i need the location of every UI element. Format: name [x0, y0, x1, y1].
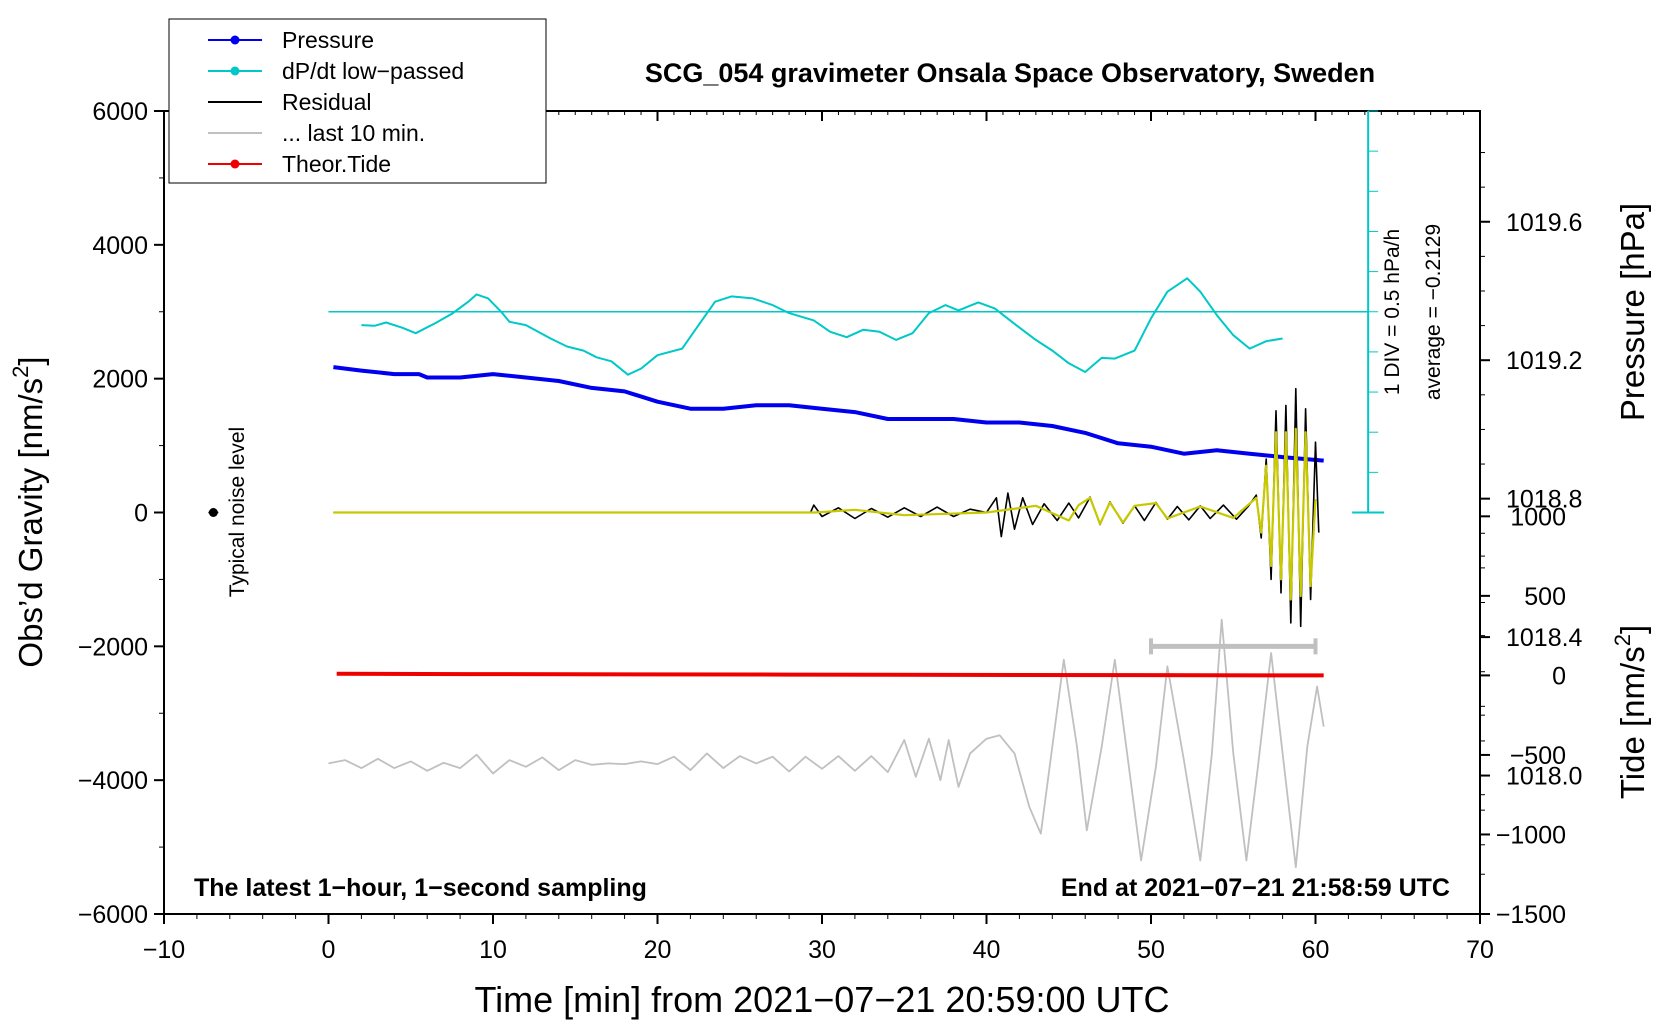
noise-level-dot: [208, 508, 218, 517]
x-tick-label: 70: [1466, 936, 1494, 964]
x-axis: −10 0 10 20 30 40 50 60 70: [143, 111, 1494, 964]
tide-axis: −1500 −1000 −500 0 500 1000: [1480, 503, 1566, 929]
x-tick-label: 0: [322, 936, 336, 964]
series-dp-dt-low-passed: [361, 277, 1283, 376]
x-tick-label: −10: [143, 936, 185, 964]
tide-axis-label: Tide [nm/s2]: [1610, 625, 1651, 799]
tide-tick-label: −1000: [1496, 821, 1566, 849]
pressure-tick-label: 1018.4: [1506, 624, 1583, 652]
x-tick-label: 10: [479, 936, 507, 964]
legend: Pressure dP/dt low−passed Residual ... last…: [168, 18, 547, 184]
gravity-tick-label: 4000: [92, 232, 148, 260]
noise-level-label: Typical noise level: [226, 427, 249, 597]
pressure-tick-label: 1019.6: [1506, 209, 1582, 237]
gravity-axis: −6000 −4000 −2000 0 2000 4000 6000: [78, 98, 164, 929]
pressure-axis: 1018.0 1018.4 1018.8 1019.2 1019.6: [1480, 152, 1583, 846]
gravity-tick-label: 6000: [92, 98, 148, 126]
legend-label: ... last 10 min.: [282, 120, 425, 146]
x-tick-label: 50: [1137, 936, 1165, 964]
pressure-tick-label: 1018.0: [1506, 763, 1582, 791]
tide-tick-label: 500: [1524, 583, 1566, 611]
tide-axis-label-main: Tide [nm/s: [1614, 646, 1651, 799]
marks-layer: [208, 508, 1318, 655]
series-last-10-min: [328, 618, 1325, 869]
series-theor-tide: [336, 671, 1324, 678]
legend-label: Theor.Tide: [282, 151, 391, 177]
series-layer: [328, 277, 1369, 869]
x-tick-label: 40: [973, 936, 1001, 964]
pressure-axis-label: Pressure [hPa]: [1614, 203, 1651, 421]
legend-marker: [230, 35, 240, 45]
legend-marker: [230, 159, 240, 169]
x-axis-label: Time [min] from 2021−07−21 20:59:00 UTC: [474, 979, 1169, 1020]
gravity-tick-label: −6000: [78, 901, 148, 929]
pressure-tick-label: 1018.8: [1506, 486, 1582, 514]
tide-axis-label-end: ]: [1614, 625, 1651, 634]
chart-title: SCG_054 gravimeter Onsala Space Observat…: [645, 58, 1375, 88]
tide-tick-label: −1500: [1496, 901, 1566, 929]
end-time-note: End at 2021−07−21 21:58:59 UTC: [1061, 874, 1450, 902]
series-filtered-yellow: [333, 427, 1317, 601]
x-tick-label: 60: [1302, 936, 1330, 964]
legend-marker: [230, 66, 240, 76]
sampling-note: The latest 1−hour, 1−second sampling: [194, 874, 647, 902]
tide-axis-label-sup: 2: [1610, 634, 1635, 646]
gravity-axis-label-main: Obs’d Gravity [nm/s: [12, 378, 49, 668]
gravity-tick-label: −4000: [78, 767, 148, 795]
series-pressure: [333, 365, 1324, 463]
legend-label: dP/dt low−passed: [282, 58, 464, 84]
tide-tick-label: −500: [1510, 742, 1566, 770]
gravity-axis-label-end: ]: [12, 356, 49, 365]
gravity-axis-label-sup: 2: [8, 366, 33, 378]
x-tick-label: 30: [808, 936, 836, 964]
gravity-tick-label: 2000: [92, 366, 148, 394]
series-residual: [333, 387, 1320, 628]
div-scale-label: 1 DIV = 0.5 hPa/h: [1381, 229, 1404, 395]
tide-tick-label: 0: [1552, 662, 1566, 690]
legend-label: Pressure: [282, 27, 374, 53]
gravity-axis-label: Obs’d Gravity [nm/s2]: [8, 356, 49, 667]
legend-label: Residual: [282, 89, 372, 115]
average-label: average = −0.2129: [1422, 224, 1445, 400]
tide-tick-label: 1000: [1510, 503, 1566, 531]
gravity-tick-label: −2000: [78, 633, 148, 661]
x-tick-label: 20: [644, 936, 672, 964]
pressure-tick-label: 1019.2: [1506, 347, 1582, 375]
gravity-tick-label: 0: [134, 500, 148, 528]
